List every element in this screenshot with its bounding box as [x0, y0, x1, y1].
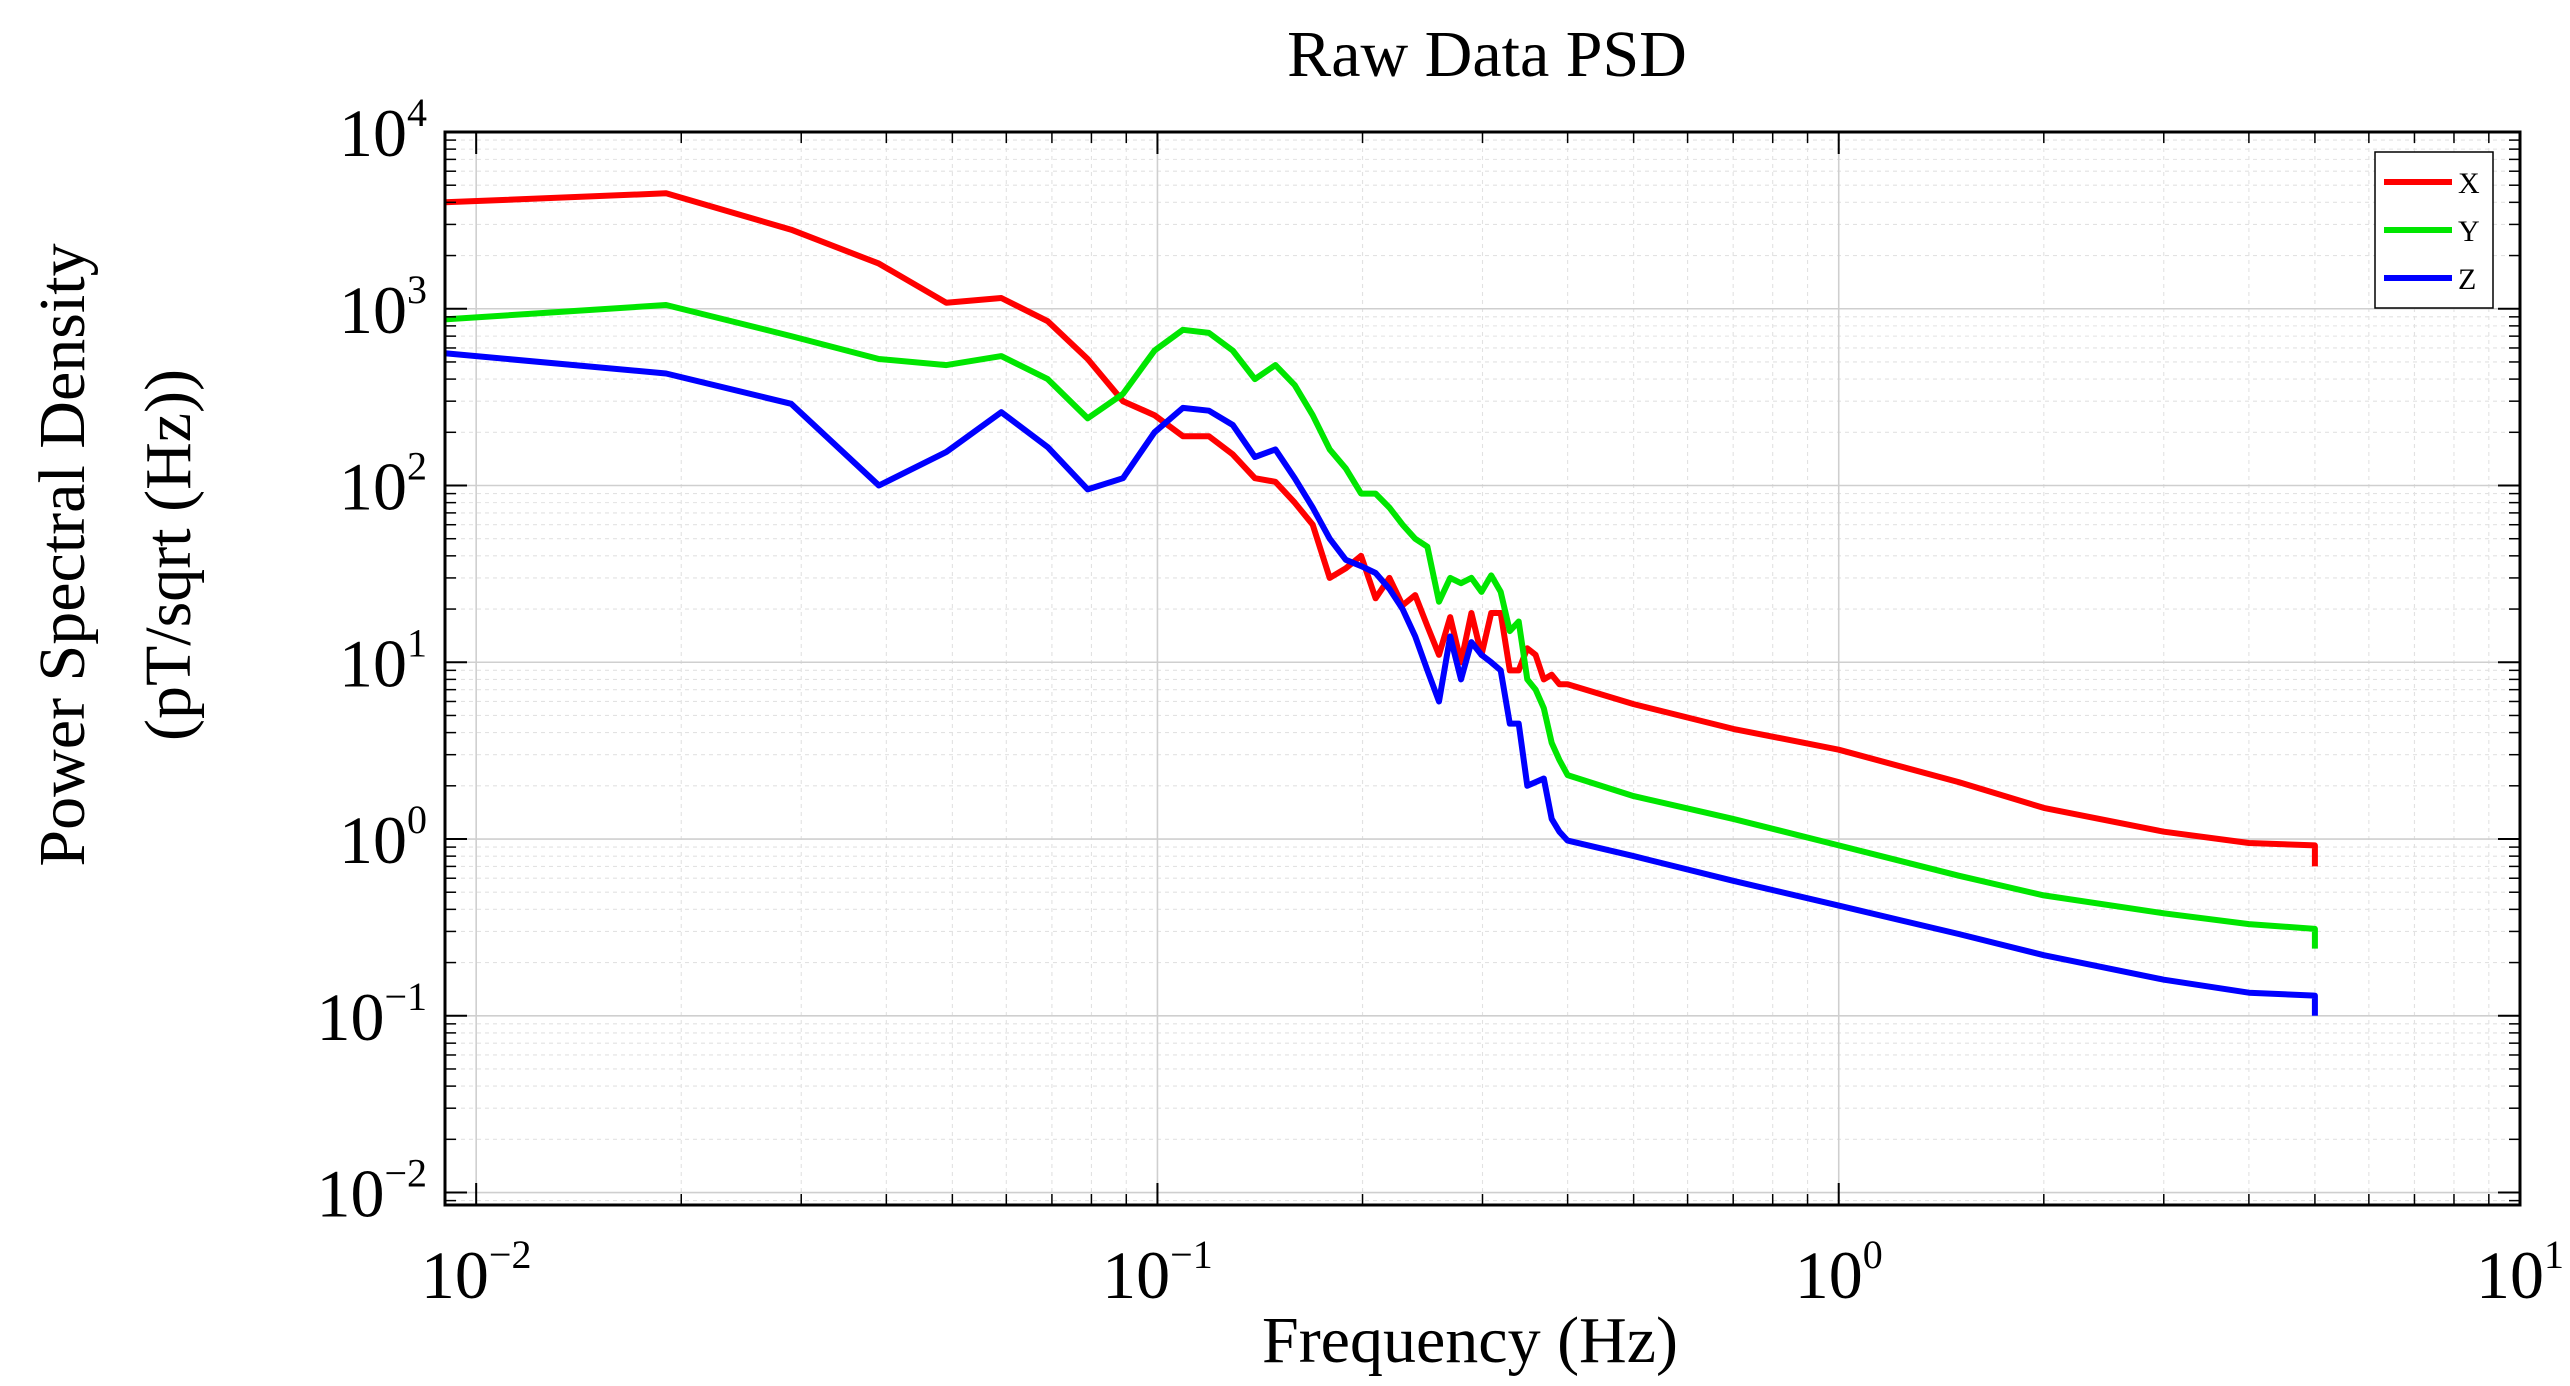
legend-entries: XYZ	[2384, 167, 2480, 296]
y-axis-label-line2: (pT/sqrt (Hz))	[132, 369, 205, 741]
y-tick-label: 102	[339, 444, 427, 525]
x-axis-label: Frequency (Hz)	[1262, 1304, 1678, 1377]
y-tick-label: 10−1	[316, 974, 427, 1055]
chart-title: Raw Data PSD	[1287, 18, 1687, 91]
y-axis-label: Power Spectral Density (pT/sqrt (Hz))	[26, 243, 205, 866]
y-tick-label: 103	[339, 267, 427, 348]
series-line-x	[444, 190, 2318, 867]
tick-marks	[444, 131, 2521, 1205]
series-line-z	[444, 350, 2318, 1016]
series-line-y	[444, 302, 2318, 949]
y-tick-label: 100	[339, 797, 427, 878]
series-layer	[444, 190, 2318, 1016]
x-tick-label: 100	[1795, 1232, 1883, 1313]
x-tick-labels: 10−2 10−1 100 101	[421, 1232, 2564, 1313]
minor-grid	[444, 132, 2520, 1205]
x-tick-label: 101	[2476, 1232, 2564, 1313]
legend-label-z: Z	[2458, 263, 2476, 296]
legend-label-x: X	[2458, 167, 2480, 200]
x-tick-label: 10−1	[1102, 1232, 1213, 1313]
x-tick-label: 10−2	[421, 1232, 532, 1313]
y-tick-label: 104	[339, 90, 427, 171]
y-tick-label: 101	[339, 620, 427, 701]
y-tick-labels: 104 103 102 101 100 10−1 10−2	[316, 90, 427, 1232]
legend-label-y: Y	[2458, 215, 2480, 248]
y-tick-label: 10−2	[316, 1151, 427, 1232]
legend: XYZ	[2374, 151, 2494, 309]
y-axis-label-line1: Power Spectral Density	[26, 243, 99, 866]
